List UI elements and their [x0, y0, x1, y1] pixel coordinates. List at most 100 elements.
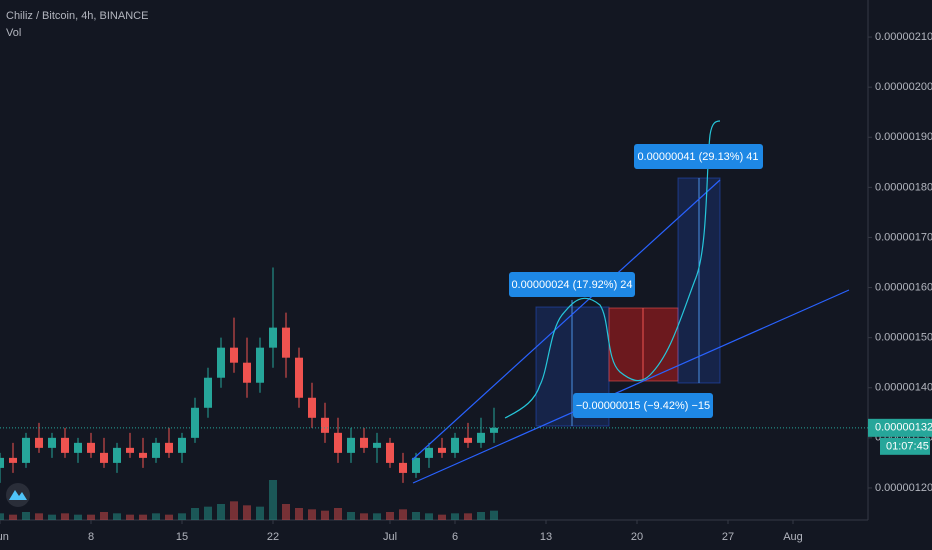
x-tick-label: Aug — [783, 531, 803, 543]
candle-body — [152, 442, 160, 458]
volume-bar — [425, 513, 433, 520]
volume-bar — [100, 512, 108, 520]
volume-bar — [139, 514, 147, 520]
volume-bar — [22, 512, 30, 520]
volume-bar — [48, 514, 56, 520]
volume-bar — [243, 505, 251, 520]
volume-bar — [282, 504, 290, 520]
candle-body — [295, 357, 303, 398]
x-tick-label: Jul — [383, 531, 397, 543]
candle-body — [165, 442, 173, 453]
annotation-box — [573, 393, 713, 418]
countdown: 01:07:45 — [886, 441, 929, 453]
current-price-box — [868, 418, 932, 437]
y-tick-label: 0.00000200 — [875, 81, 932, 93]
candle-body — [308, 397, 316, 418]
volume-bar — [74, 514, 82, 520]
candle-body — [373, 442, 381, 448]
candle-body — [61, 437, 69, 453]
candle-body — [243, 362, 251, 383]
volume-bar — [308, 509, 316, 520]
candle-body — [438, 447, 446, 453]
volume-bar — [230, 501, 238, 520]
projection-curve — [504, 120, 721, 419]
volume-bar — [360, 513, 368, 520]
candle-body — [399, 462, 407, 473]
y-tick-label: 0.00000180 — [875, 181, 932, 193]
candle-body — [269, 327, 277, 348]
annotation-box — [634, 144, 763, 169]
annotation: −0.00000015 (−9.42%) −15 — [576, 400, 710, 412]
volume-bar — [0, 513, 4, 520]
volume-bar — [269, 480, 277, 520]
x-tick-label: 6 — [452, 531, 458, 543]
candle-body — [139, 452, 147, 458]
candle-body — [425, 447, 433, 458]
x-tick-label: 15 — [176, 531, 188, 543]
candle-body — [477, 432, 485, 443]
candle-body — [113, 447, 121, 463]
x-tick-label: 27 — [722, 531, 734, 543]
volume-bar — [87, 514, 95, 520]
volume-bar — [256, 506, 264, 520]
volume-bar — [412, 512, 420, 520]
volume-bar — [178, 513, 186, 520]
candle-body — [9, 457, 17, 463]
chart-title: Chiliz / Bitcoin, 4h, BINANCE — [6, 10, 148, 22]
volume-bar — [373, 513, 381, 520]
candle-body — [74, 442, 82, 453]
annotation-box — [509, 272, 635, 297]
volume-bar — [334, 508, 342, 520]
candle-body — [35, 437, 43, 448]
candle-body — [0, 457, 4, 468]
candle-body — [490, 427, 498, 433]
volume-bar — [438, 514, 446, 520]
current-price: 0.00000132 01:07:45 — [0, 418, 932, 455]
candle-body — [217, 347, 225, 378]
y-tick-label: 0.00000160 — [875, 281, 932, 293]
candle-body — [178, 437, 186, 453]
candle-body — [347, 437, 355, 453]
x-tick-label: Jun — [0, 531, 9, 543]
candle-body — [451, 437, 459, 453]
candle-body — [204, 377, 212, 408]
volume-bar — [61, 513, 69, 520]
x-tick-label: 8 — [88, 531, 94, 543]
volume-label: Vol — [6, 27, 21, 39]
volume-bar — [152, 513, 160, 520]
candle-body — [191, 407, 199, 438]
trend-line — [412, 289, 850, 484]
volume-bar — [217, 504, 225, 520]
volume-bar — [295, 508, 303, 520]
y-tick-label: 0.00000150 — [875, 332, 932, 344]
volume-bar — [399, 509, 407, 520]
y-tick-label: 0.00000170 — [875, 231, 932, 243]
candle-body — [22, 437, 30, 463]
candle-body — [386, 442, 394, 463]
volume-bar — [165, 514, 173, 520]
volume-bar — [464, 513, 472, 520]
candle-body — [360, 437, 368, 448]
candle-body — [256, 347, 264, 383]
volume-bar — [477, 512, 485, 520]
y-tick-label: 0.00000210 — [875, 31, 932, 43]
trend-line — [411, 179, 721, 461]
annotation: 0.00000041 (29.13%) 41 — [637, 151, 758, 163]
candle-body — [334, 432, 342, 453]
candle-body — [48, 437, 56, 448]
volume-bar — [490, 510, 498, 520]
marks — [0, 267, 498, 520]
volume-bar — [35, 513, 43, 520]
x-tick-label: 22 — [267, 531, 279, 543]
candle-body — [412, 457, 420, 473]
drawings — [411, 120, 850, 484]
volume-bar — [113, 513, 121, 520]
current-price-label: 0.00000132 — [875, 422, 932, 434]
logo-mark — [9, 490, 27, 500]
candle-body — [230, 347, 238, 363]
volume-bar — [347, 512, 355, 520]
countdown-box — [880, 437, 930, 455]
y-tick-label: 0.00000120 — [875, 482, 932, 494]
